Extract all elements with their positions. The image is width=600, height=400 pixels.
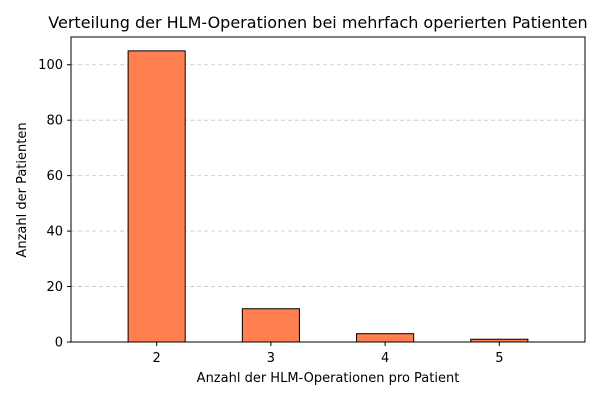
y-tick-label: 100 bbox=[38, 58, 63, 73]
bar-4 bbox=[356, 333, 415, 343]
x-axis-label: Anzahl der HLM-Operationen pro Patient bbox=[197, 371, 460, 386]
y-tick-label: 60 bbox=[46, 169, 63, 184]
y-axis-ticks: 0 20 40 60 80 100 bbox=[38, 58, 71, 351]
plot-frame bbox=[70, 36, 586, 343]
x-axis-ticks: 2 3 4 5 bbox=[153, 342, 503, 366]
bars bbox=[127, 50, 529, 343]
x-tick-label: 3 bbox=[267, 351, 275, 366]
y-tick-label: 80 bbox=[46, 114, 63, 129]
x-tick-label: 2 bbox=[153, 351, 161, 366]
y-tick-label: 40 bbox=[46, 225, 63, 240]
y-tick-label: 20 bbox=[46, 280, 63, 295]
x-tick-label: 5 bbox=[495, 351, 503, 366]
chart-title: Verteilung der HLM-Operationen bei mehrf… bbox=[48, 13, 587, 32]
bar-3 bbox=[241, 308, 300, 343]
x-tick-label: 4 bbox=[381, 351, 389, 366]
y-tick-label: 0 bbox=[55, 336, 63, 351]
bar-2 bbox=[127, 50, 186, 343]
y-axis-label: Anzahl der Patienten bbox=[15, 122, 30, 257]
